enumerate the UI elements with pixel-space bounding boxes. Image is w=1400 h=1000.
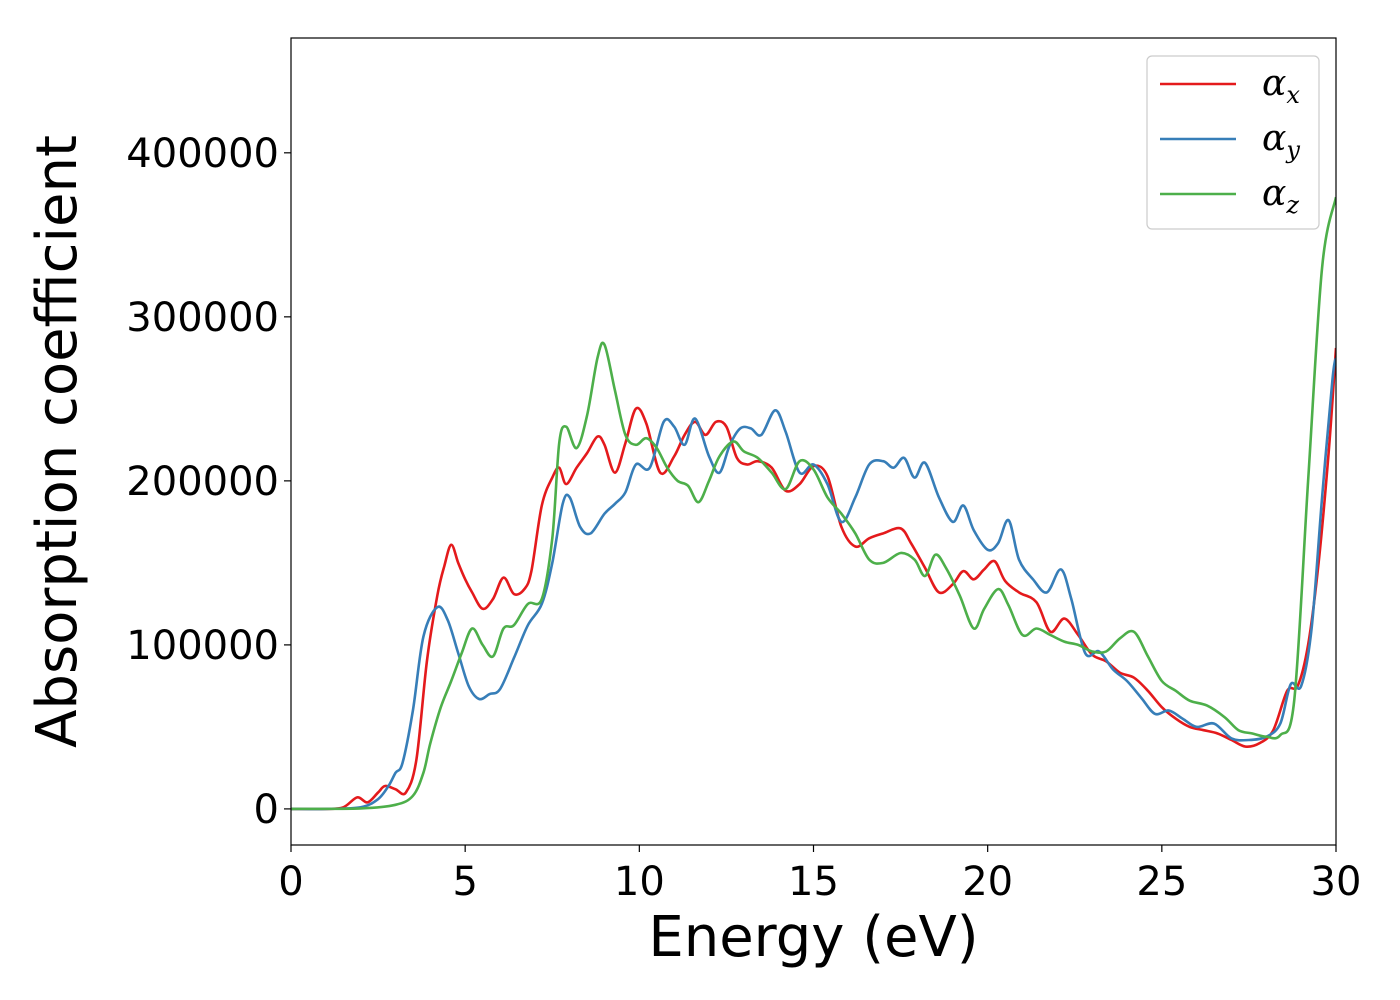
y-axis-label: Absorption coefficient	[25, 135, 90, 748]
y-tick-label: 300000	[126, 295, 279, 341]
series-line-z	[291, 196, 1336, 811]
x-tick-label: 30	[1311, 859, 1362, 905]
x-axis-label: Energy (eV)	[648, 905, 978, 970]
legend-label-y: αy	[1262, 118, 1300, 164]
legend-label-x: αx	[1262, 63, 1300, 109]
y-axis-ticks: 0 100000 200000 300000 400000	[126, 131, 291, 833]
legend-box	[1146, 55, 1320, 230]
x-tick-label: 20	[962, 859, 1013, 905]
legend: αx αy αz	[1146, 55, 1320, 230]
x-tick-label: 5	[452, 859, 477, 905]
y-tick-label: 0	[254, 787, 279, 833]
series-line-x	[291, 347, 1336, 811]
x-tick-label: 10	[614, 859, 665, 905]
x-axis-ticks: 0 5 10 15 20 25 30	[278, 845, 1361, 905]
legend-label-z: αz	[1262, 173, 1299, 219]
x-tick-label: 15	[788, 859, 839, 905]
y-tick-label: 400000	[126, 131, 279, 177]
x-tick-label: 25	[1136, 859, 1187, 905]
y-tick-label: 100000	[126, 623, 279, 669]
x-tick-label: 0	[278, 859, 303, 905]
series-line-y	[291, 357, 1336, 811]
y-tick-label: 200000	[126, 459, 279, 505]
